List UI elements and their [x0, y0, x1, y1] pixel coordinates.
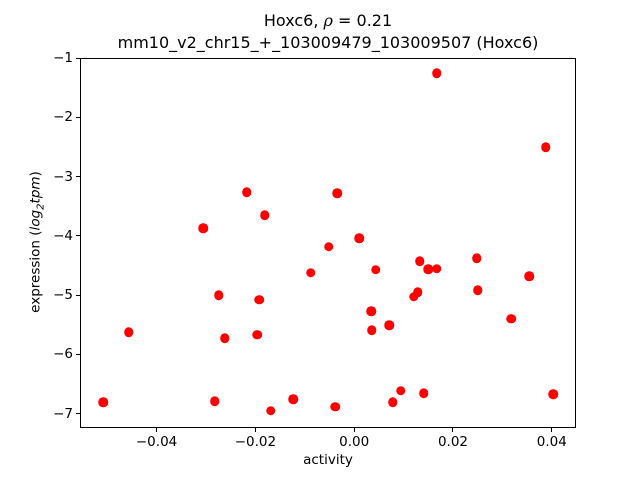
- x-tick-mark: [452, 427, 454, 432]
- chart-title-gene: Hoxc6,: [263, 11, 324, 30]
- y-tick-mark: [76, 116, 80, 118]
- y-tick-label: −6: [53, 346, 73, 363]
- y-tick-label: −5: [53, 287, 73, 304]
- x-tick-mark: [353, 427, 355, 432]
- y-tick-mark: [76, 235, 80, 237]
- data-point: [471, 253, 482, 264]
- data-point: [265, 405, 276, 416]
- x-tick-label: −0.02: [234, 433, 277, 450]
- data-point: [324, 241, 334, 252]
- data-point: [198, 223, 208, 233]
- chart-title: Hoxc6, ρ = 0.21 mm10_v2_chr15_+_10300947…: [80, 10, 576, 53]
- data-point: [384, 320, 394, 331]
- data-point: [210, 396, 220, 406]
- y-tick-label: −3: [53, 168, 73, 185]
- data-point: [354, 233, 364, 244]
- data-point: [330, 401, 341, 412]
- chart-title-line1: Hoxc6, ρ = 0.21: [80, 10, 576, 32]
- y-axis-label-prefix: expression (: [27, 230, 44, 313]
- data-point: [431, 263, 442, 274]
- y-tick-mark: [76, 413, 80, 415]
- y-axis-label-var: tpm: [27, 176, 44, 204]
- data-point: [124, 327, 134, 338]
- y-tick-mark: [76, 294, 80, 296]
- data-point: [242, 187, 252, 197]
- data-point: [367, 325, 377, 335]
- data-point: [541, 142, 551, 152]
- data-point: [548, 389, 559, 399]
- data-point: [332, 188, 343, 199]
- data-point: [409, 292, 419, 302]
- x-axis-label: activity: [303, 452, 353, 468]
- data-point: [524, 271, 534, 281]
- y-axis-label: expression (log2tpm): [28, 171, 47, 313]
- data-point: [423, 264, 434, 274]
- y-tick-label: −7: [53, 405, 73, 422]
- y-axis-label-log: log: [27, 209, 44, 231]
- y-tick-mark: [76, 353, 80, 355]
- y-tick-mark: [76, 57, 80, 59]
- x-tick-mark: [254, 427, 256, 432]
- y-axis-label-subscript: 2: [35, 203, 47, 210]
- data-point: [214, 290, 224, 300]
- x-tick-mark: [156, 427, 158, 432]
- data-point: [472, 285, 483, 296]
- rho-symbol: ρ: [323, 11, 333, 30]
- data-point: [219, 333, 230, 344]
- y-tick-label: −2: [53, 109, 73, 126]
- chart-title-line2: mm10_v2_chr15_+_103009479_103009507 (Hox…: [117, 32, 539, 52]
- data-point: [387, 397, 398, 408]
- data-point: [305, 267, 316, 278]
- data-point: [506, 314, 517, 324]
- x-tick-label: 0.02: [437, 433, 469, 450]
- data-point: [366, 306, 377, 316]
- data-point: [431, 68, 442, 78]
- data-point: [413, 287, 423, 297]
- data-point: [371, 264, 381, 275]
- y-tick-label: −1: [53, 50, 73, 67]
- data-point: [395, 385, 406, 396]
- data-point: [288, 394, 299, 405]
- data-point: [254, 295, 265, 305]
- data-point: [415, 256, 425, 267]
- x-tick-label: −0.04: [135, 433, 178, 450]
- data-point: [252, 330, 263, 340]
- y-axis-label-suffix: ): [27, 171, 44, 177]
- data-point: [98, 397, 108, 408]
- y-tick-mark: [76, 176, 80, 178]
- data-point: [260, 210, 270, 220]
- data-point: [419, 388, 429, 399]
- y-tick-label: −4: [53, 227, 73, 244]
- x-tick-mark: [551, 427, 553, 432]
- x-tick-label: 0.00: [339, 433, 370, 450]
- x-tick-label: 0.04: [536, 433, 567, 450]
- chart-title-correlation: = 0.21: [332, 11, 393, 30]
